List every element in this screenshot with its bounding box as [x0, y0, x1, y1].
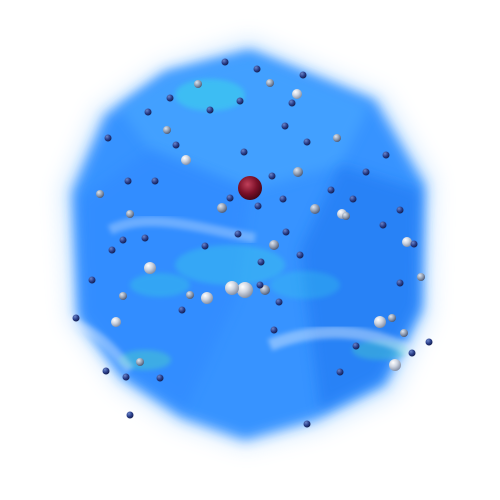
- particle-light: [111, 317, 121, 327]
- particle-mid: [342, 212, 350, 220]
- particle-mid: [388, 314, 396, 322]
- particle-dark: [408, 349, 416, 357]
- particle-dark: [279, 195, 287, 203]
- particle-dark: [88, 276, 96, 284]
- particle-dark: [122, 373, 130, 381]
- particle-dark: [156, 374, 164, 382]
- particle-dark: [151, 177, 159, 185]
- particle-light: [389, 359, 401, 371]
- particle-dark: [240, 148, 248, 156]
- particle-mid: [119, 292, 127, 300]
- particle-dark: [299, 71, 307, 79]
- particle-dark: [141, 234, 149, 242]
- volume-streak: [267, 326, 413, 356]
- particle-dark: [382, 151, 390, 159]
- particle-mid: [400, 329, 408, 337]
- particle-mid: [194, 80, 202, 88]
- particle-dark: [124, 177, 132, 185]
- central-sphere: [238, 176, 262, 200]
- particle-mid: [333, 134, 341, 142]
- particle-dark: [236, 97, 244, 105]
- particle-dark: [282, 228, 290, 236]
- particle-dark: [119, 236, 127, 244]
- particle-light: [292, 89, 302, 99]
- particle-dark: [303, 138, 311, 146]
- particles: [72, 58, 433, 428]
- particle-dark: [270, 326, 278, 334]
- particle-light: [402, 237, 412, 247]
- particle-dark: [256, 281, 264, 289]
- particle-mid: [217, 203, 227, 213]
- volume-highlight: [130, 273, 190, 297]
- particle-mid: [293, 167, 303, 177]
- particle-dark: [254, 202, 262, 210]
- particle-mid: [163, 126, 171, 134]
- volume-streak: [63, 315, 134, 374]
- particle-dark: [166, 94, 174, 102]
- particle-mid: [186, 291, 194, 299]
- particle-mid: [260, 285, 270, 295]
- particle-dark: [206, 106, 214, 114]
- particle-dark: [108, 246, 116, 254]
- particle-dark: [362, 168, 370, 176]
- volume-cloud: [60, 38, 435, 448]
- particle-dark: [410, 240, 418, 248]
- particle-light: [144, 262, 156, 274]
- particle-mid: [96, 190, 104, 198]
- particle-mid: [269, 240, 279, 250]
- volume-highlight: [270, 271, 340, 299]
- particle-light: [181, 155, 191, 165]
- particle-mid: [417, 273, 425, 281]
- particle-dark: [144, 108, 152, 116]
- particle-dark: [275, 298, 283, 306]
- particle-mid: [310, 204, 320, 214]
- particle-dark: [336, 368, 344, 376]
- particle-dark: [327, 186, 335, 194]
- particle-dark: [303, 420, 311, 428]
- volume-highlight: [175, 79, 245, 111]
- particle-light: [237, 282, 253, 298]
- particle-dark: [281, 122, 289, 130]
- particle-dark: [126, 411, 134, 419]
- particle-dark: [253, 65, 261, 73]
- particle-mid: [266, 79, 274, 87]
- particle-dark: [379, 221, 387, 229]
- particle-dark: [349, 195, 357, 203]
- particle-dark: [72, 314, 80, 322]
- particle-light: [201, 292, 213, 304]
- particle-dark: [352, 342, 360, 350]
- particle-dark: [234, 230, 242, 238]
- particle-dark: [201, 242, 209, 250]
- particle-dark: [257, 258, 265, 266]
- particle-dark: [425, 338, 433, 346]
- volume-highlight: [175, 245, 285, 285]
- particle-dark: [288, 99, 296, 107]
- particle-dark: [102, 367, 110, 375]
- particle-dark: [104, 134, 112, 142]
- particle-dark: [178, 306, 186, 314]
- particle-dark: [221, 58, 229, 66]
- particle-dark: [296, 251, 304, 259]
- particle-dark: [396, 279, 404, 287]
- particle-dark: [226, 194, 234, 202]
- particle-light: [374, 316, 386, 328]
- particle-dark: [268, 172, 276, 180]
- particle-dark: [396, 206, 404, 214]
- particle-dark: [172, 141, 180, 149]
- particle-mid: [136, 358, 144, 366]
- particle-light: [225, 281, 239, 295]
- particle-mid: [126, 210, 134, 218]
